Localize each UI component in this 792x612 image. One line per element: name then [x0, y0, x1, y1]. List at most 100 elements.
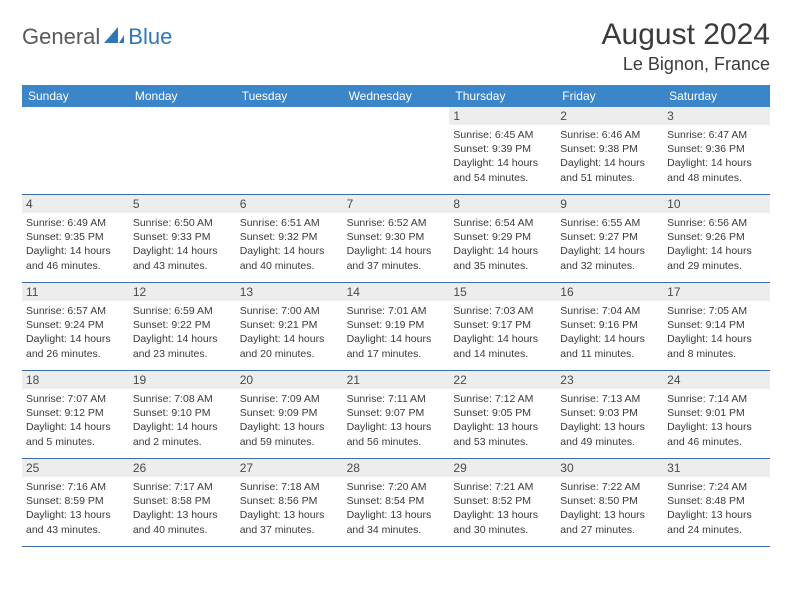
calendar-cell: 18 Sunrise: 7:07 AMSunset: 9:12 PMDayligh…	[22, 371, 129, 459]
calendar-cell: 6Sunrise: 6:51 AMSunset: 9:32 PMDaylight…	[236, 195, 343, 283]
day-info: Sunrise: 7:20 AMSunset: 8:54 PMDaylight:…	[347, 480, 446, 537]
calendar-cell: 20 Sunrise: 7:09 AMSunset: 9:09 PMDayligh…	[236, 371, 343, 459]
day-number: 9	[556, 195, 663, 213]
dow-header: Thursday	[449, 85, 556, 107]
day-number: 29	[449, 459, 556, 477]
dow-header: Saturday	[663, 85, 770, 107]
calendar-cell: 4Sunrise: 6:49 AMSunset: 9:35 PMDaylight…	[22, 195, 129, 283]
calendar-cell: 15 Sunrise: 7:03 AMSunset: 9:17 PMDayligh…	[449, 283, 556, 371]
day-number: 30	[556, 459, 663, 477]
day-number: 12	[129, 283, 236, 301]
day-info: Sunrise: 6:51 AMSunset: 9:32 PMDaylight:…	[240, 216, 339, 273]
day-info: Sunrise: 6:45 AMSunset: 9:39 PMDaylight:…	[453, 128, 552, 185]
day-number: 11	[22, 283, 129, 301]
header: General Blue August 2024 Le Bignon, Fran…	[22, 18, 770, 75]
day-number: 7	[343, 195, 450, 213]
day-info: Sunrise: 7:08 AMSunset: 9:10 PMDaylight:…	[133, 392, 232, 449]
calendar-cell: 29 Sunrise: 7:21 AMSunset: 8:52 PMDayligh…	[449, 459, 556, 547]
day-number: 27	[236, 459, 343, 477]
day-number: 16	[556, 283, 663, 301]
calendar-cell: 10 Sunrise: 6:56 AMSunset: 9:26 PMDayligh…	[663, 195, 770, 283]
calendar-cell: 7 Sunrise: 6:52 AMSunset: 9:30 PMDaylight…	[343, 195, 450, 283]
day-number: 17	[663, 283, 770, 301]
calendar-cell-empty: 0x	[343, 107, 450, 195]
day-info: Sunrise: 6:47 AMSunset: 9:36 PMDaylight:…	[667, 128, 766, 185]
calendar-cell: 16 Sunrise: 7:04 AMSunset: 9:16 PMDayligh…	[556, 283, 663, 371]
day-info: Sunrise: 7:16 AMSunset: 8:59 PMDaylight:…	[26, 480, 125, 537]
logo: General Blue	[22, 18, 172, 50]
calendar-cell: 12 Sunrise: 6:59 AMSunset: 9:22 PMDayligh…	[129, 283, 236, 371]
day-info: Sunrise: 7:22 AMSunset: 8:50 PMDaylight:…	[560, 480, 659, 537]
calendar-cell: 30 Sunrise: 7:22 AMSunset: 8:50 PMDayligh…	[556, 459, 663, 547]
calendar-cell: 19 Sunrise: 7:08 AMSunset: 9:10 PMDayligh…	[129, 371, 236, 459]
day-number: 20	[236, 371, 343, 389]
day-number: 28	[343, 459, 450, 477]
day-info: Sunrise: 7:05 AMSunset: 9:14 PMDaylight:…	[667, 304, 766, 361]
calendar-cell: 25 Sunrise: 7:16 AMSunset: 8:59 PMDayligh…	[22, 459, 129, 547]
calendar-grid: SundayMondayTuesdayWednesdayThursdayFrid…	[22, 85, 770, 547]
title-block: August 2024 Le Bignon, France	[602, 18, 770, 75]
calendar-cell: 17 Sunrise: 7:05 AMSunset: 9:14 PMDayligh…	[663, 283, 770, 371]
day-info: Sunrise: 7:09 AMSunset: 9:09 PMDaylight:…	[240, 392, 339, 449]
day-number: 2	[556, 107, 663, 125]
day-info: Sunrise: 6:52 AMSunset: 9:30 PMDaylight:…	[347, 216, 446, 273]
location: Le Bignon, France	[602, 54, 770, 75]
day-info: Sunrise: 7:11 AMSunset: 9:07 PMDaylight:…	[347, 392, 446, 449]
calendar-cell: 26 Sunrise: 7:17 AMSunset: 8:58 PMDayligh…	[129, 459, 236, 547]
calendar-cell: 11 Sunrise: 6:57 AMSunset: 9:24 PMDayligh…	[22, 283, 129, 371]
day-number: 26	[129, 459, 236, 477]
dow-header: Monday	[129, 85, 236, 107]
calendar-cell-empty: 0x	[129, 107, 236, 195]
day-info: Sunrise: 7:00 AMSunset: 9:21 PMDaylight:…	[240, 304, 339, 361]
day-number: 21	[343, 371, 450, 389]
day-info: Sunrise: 6:59 AMSunset: 9:22 PMDaylight:…	[133, 304, 232, 361]
calendar-cell: 2 Sunrise: 6:46 AMSunset: 9:38 PMDaylight…	[556, 107, 663, 195]
calendar-cell: 24 Sunrise: 7:14 AMSunset: 9:01 PMDayligh…	[663, 371, 770, 459]
logo-sail-icon	[104, 24, 124, 50]
dow-header: Friday	[556, 85, 663, 107]
day-number: 24	[663, 371, 770, 389]
day-info: Sunrise: 7:04 AMSunset: 9:16 PMDaylight:…	[560, 304, 659, 361]
dow-header: Tuesday	[236, 85, 343, 107]
day-info: Sunrise: 6:50 AMSunset: 9:33 PMDaylight:…	[133, 216, 232, 273]
calendar-cell: 14 Sunrise: 7:01 AMSunset: 9:19 PMDayligh…	[343, 283, 450, 371]
calendar-cell: 3 Sunrise: 6:47 AMSunset: 9:36 PMDaylight…	[663, 107, 770, 195]
calendar-cell: 28 Sunrise: 7:20 AMSunset: 8:54 PMDayligh…	[343, 459, 450, 547]
day-info: Sunrise: 7:17 AMSunset: 8:58 PMDaylight:…	[133, 480, 232, 537]
day-number: 25	[22, 459, 129, 477]
logo-text-general: General	[22, 24, 100, 50]
day-number: 19	[129, 371, 236, 389]
day-number: 1	[449, 107, 556, 125]
month-title: August 2024	[602, 18, 770, 52]
day-info: Sunrise: 7:13 AMSunset: 9:03 PMDaylight:…	[560, 392, 659, 449]
day-info: Sunrise: 7:03 AMSunset: 9:17 PMDaylight:…	[453, 304, 552, 361]
day-number: 14	[343, 283, 450, 301]
day-info: Sunrise: 6:46 AMSunset: 9:38 PMDaylight:…	[560, 128, 659, 185]
calendar-cell-empty: 0x	[22, 107, 129, 195]
dow-header: Wednesday	[343, 85, 450, 107]
day-info: Sunrise: 7:24 AMSunset: 8:48 PMDaylight:…	[667, 480, 766, 537]
day-info: Sunrise: 7:01 AMSunset: 9:19 PMDaylight:…	[347, 304, 446, 361]
day-info: Sunrise: 7:21 AMSunset: 8:52 PMDaylight:…	[453, 480, 552, 537]
day-number: 10	[663, 195, 770, 213]
day-info: Sunrise: 6:57 AMSunset: 9:24 PMDaylight:…	[26, 304, 125, 361]
day-info: Sunrise: 6:49 AMSunset: 9:35 PMDaylight:…	[26, 216, 125, 273]
day-number: 18	[22, 371, 129, 389]
calendar-cell: 31Sunrise: 7:24 AMSunset: 8:48 PMDayligh…	[663, 459, 770, 547]
day-info: Sunrise: 7:14 AMSunset: 9:01 PMDaylight:…	[667, 392, 766, 449]
day-info: Sunrise: 6:55 AMSunset: 9:27 PMDaylight:…	[560, 216, 659, 273]
calendar-cell: 23 Sunrise: 7:13 AMSunset: 9:03 PMDayligh…	[556, 371, 663, 459]
calendar-cell: 27Sunrise: 7:18 AMSunset: 8:56 PMDayligh…	[236, 459, 343, 547]
day-info: Sunrise: 7:07 AMSunset: 9:12 PMDaylight:…	[26, 392, 125, 449]
day-number: 23	[556, 371, 663, 389]
day-number: 15	[449, 283, 556, 301]
day-number: 22	[449, 371, 556, 389]
calendar-cell-empty: 0x	[236, 107, 343, 195]
calendar-cell: 22Sunrise: 7:12 AMSunset: 9:05 PMDayligh…	[449, 371, 556, 459]
day-number: 8	[449, 195, 556, 213]
calendar-cell: 21 Sunrise: 7:11 AMSunset: 9:07 PMDayligh…	[343, 371, 450, 459]
day-info: Sunrise: 6:54 AMSunset: 9:29 PMDaylight:…	[453, 216, 552, 273]
day-info: Sunrise: 6:56 AMSunset: 9:26 PMDaylight:…	[667, 216, 766, 273]
calendar-cell: 1 Sunrise: 6:45 AMSunset: 9:39 PMDaylight…	[449, 107, 556, 195]
day-number: 3	[663, 107, 770, 125]
